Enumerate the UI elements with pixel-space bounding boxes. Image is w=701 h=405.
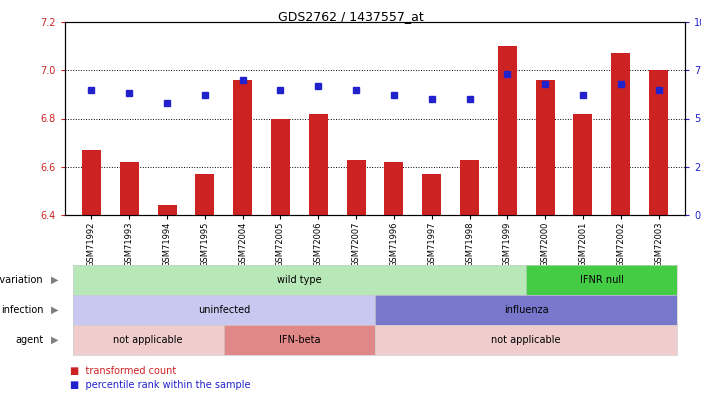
Bar (309, 114, 328, 215)
Bar (196, 174, 215, 215)
Bar (120, 162, 139, 215)
Bar (460, 160, 479, 215)
Text: ■  percentile rank within the sample: ■ percentile rank within the sample (70, 380, 250, 390)
Text: uninfected: uninfected (198, 305, 250, 315)
Bar (158, 205, 177, 215)
Text: ■  transformed count: ■ transformed count (70, 366, 176, 376)
Text: infection: infection (1, 305, 43, 315)
Text: not applicable: not applicable (114, 335, 183, 345)
Text: ▶: ▶ (50, 305, 58, 315)
Text: GDS2762 / 1437557_at: GDS2762 / 1437557_at (278, 10, 423, 23)
Text: ▶: ▶ (50, 335, 58, 345)
Bar (649, 70, 668, 215)
Bar (347, 160, 365, 215)
Text: influenza: influenza (504, 305, 548, 315)
Bar (384, 162, 403, 215)
Bar (233, 80, 252, 215)
Bar (536, 80, 554, 215)
Text: ▶: ▶ (50, 275, 58, 285)
Text: wild type: wild type (277, 275, 322, 285)
Text: agent: agent (15, 335, 43, 345)
Bar (271, 119, 290, 215)
Bar (573, 114, 592, 215)
Text: not applicable: not applicable (491, 335, 561, 345)
Bar (82, 150, 101, 215)
Text: IFN-beta: IFN-beta (278, 335, 320, 345)
Text: IFNR null: IFNR null (580, 275, 624, 285)
Bar (611, 53, 630, 215)
Bar (498, 46, 517, 215)
Text: genotype/variation: genotype/variation (0, 275, 43, 285)
Bar (422, 174, 441, 215)
